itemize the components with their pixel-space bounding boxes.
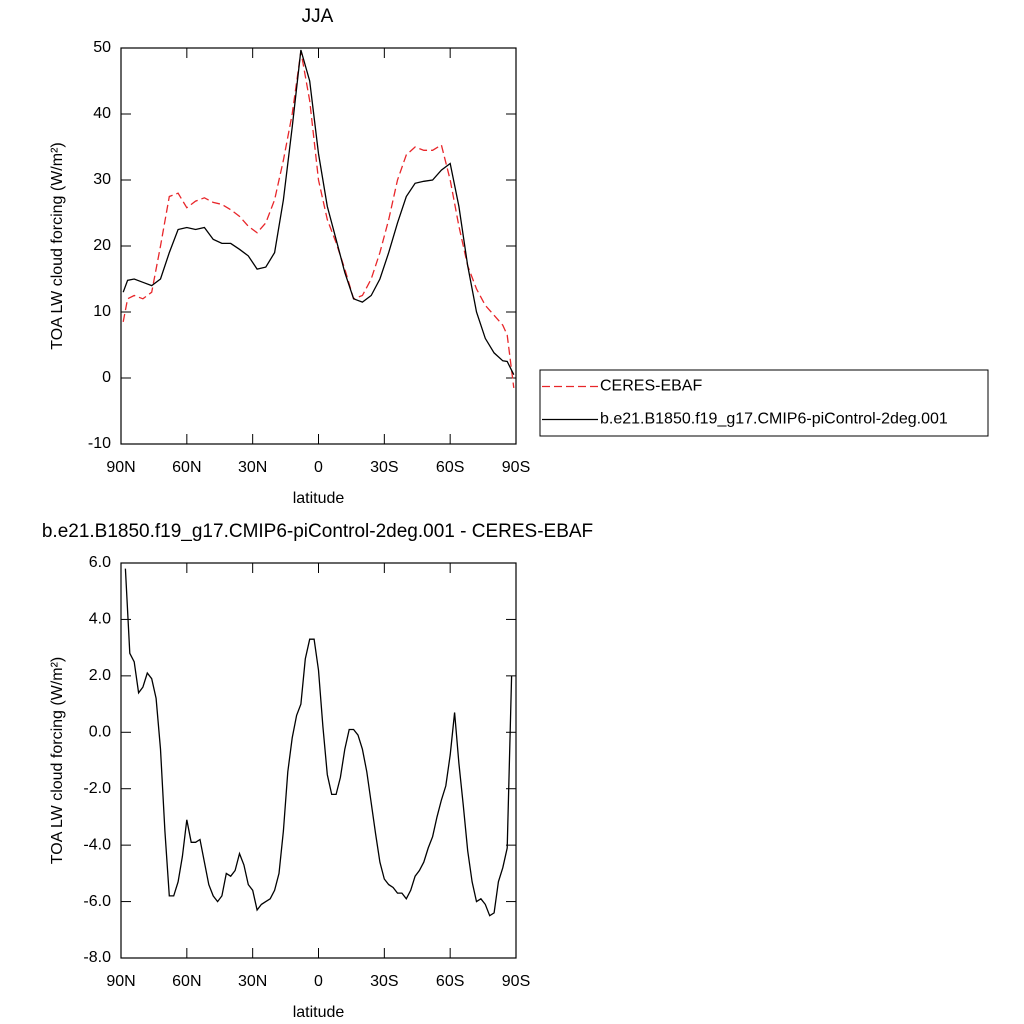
y-tick-label: -8.0: [83, 949, 111, 966]
data-line: [124, 568, 513, 917]
plot-frame: [120, 47, 517, 445]
y-tick-label: 20: [93, 237, 111, 254]
x-tick-label: 30N: [238, 459, 267, 476]
x-tick-label: 90N: [106, 459, 135, 476]
y-tick-label: 50: [93, 39, 111, 56]
chart-title: JJA: [302, 6, 334, 27]
x-tick-label: 90S: [502, 973, 530, 990]
chart-title: b.e21.B1850.f19_g17.CMIP6-piControl-2deg…: [42, 521, 593, 542]
data-line: [122, 51, 515, 388]
x-tick-label: 60N: [172, 973, 201, 990]
x-tick-label: 0: [314, 459, 323, 476]
y-tick-label: 0: [102, 369, 111, 386]
legend-label: CERES-EBAF: [600, 378, 702, 395]
y-tick-label: -6.0: [83, 893, 111, 910]
x-axis-label: latitude: [293, 490, 345, 507]
x-tick-label: 30S: [370, 459, 398, 476]
x-tick-label: 90S: [502, 459, 530, 476]
y-tick-label: 0.0: [89, 724, 111, 741]
y-tick-label: -10: [88, 435, 111, 452]
x-tick-label: 30S: [370, 973, 398, 990]
plot-frame: [120, 562, 517, 959]
y-axis-label: TOA LW cloud forcing (W/m²): [49, 657, 66, 864]
x-tick-label: 30N: [238, 973, 267, 990]
x-tick-label: 0: [314, 973, 323, 990]
y-tick-label: 2.0: [89, 667, 111, 684]
y-tick-label: 40: [93, 105, 111, 122]
data-line: [122, 49, 515, 375]
y-axis-label: TOA LW cloud forcing (W/m²): [49, 142, 66, 349]
x-tick-label: 90N: [106, 973, 135, 990]
x-tick-label: 60N: [172, 459, 201, 476]
y-tick-label: 10: [93, 303, 111, 320]
x-tick-label: 60S: [436, 973, 464, 990]
x-tick-label: 60S: [436, 459, 464, 476]
y-tick-label: -4.0: [83, 836, 111, 853]
y-tick-label: 6.0: [89, 554, 111, 571]
x-axis-label: latitude: [293, 1004, 345, 1021]
y-tick-label: -2.0: [83, 780, 111, 797]
legend-box: [539, 369, 989, 437]
y-tick-label: 30: [93, 171, 111, 188]
y-tick-label: 4.0: [89, 611, 111, 628]
legend-label: b.e21.B1850.f19_g17.CMIP6-piControl-2deg…: [600, 411, 948, 428]
